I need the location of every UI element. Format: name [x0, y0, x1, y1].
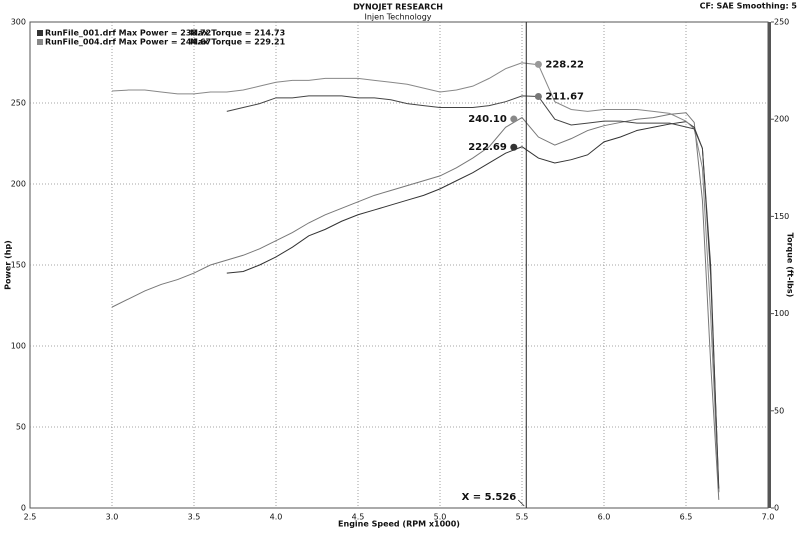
marker-label: 228.22: [545, 59, 584, 70]
x-tick-label: 7.0: [762, 513, 775, 522]
x-tick-label: 5.0: [434, 513, 447, 522]
y-tick-label: 150: [11, 261, 26, 270]
legend-swatch: [37, 39, 43, 45]
series-line: [111, 112, 720, 500]
legend-label: RunFile_001.drf Max Power = 238.72: [45, 29, 211, 38]
x-tick-label: 4.5: [352, 513, 365, 522]
right-axis-bar: [768, 22, 771, 508]
legend-label: RunFile_004.drf Max Power = 244.67: [45, 38, 211, 47]
x-tick-label: 4.0: [270, 513, 283, 522]
series-line: [226, 121, 720, 492]
x-tick-label: 2.5: [24, 513, 37, 522]
marker: [534, 93, 542, 101]
y2-tick-label: 200: [774, 115, 789, 124]
x-tick-label: 6.0: [598, 513, 611, 522]
marker: [534, 60, 542, 68]
chart-title: DYNOJET RESEARCH: [353, 3, 443, 12]
series-line: [226, 95, 720, 489]
marker: [510, 115, 518, 123]
cursor-pointer: [518, 499, 525, 507]
y-tick-label: 300: [11, 18, 26, 27]
y-tick-label: 250: [11, 99, 26, 108]
marker: [510, 143, 518, 151]
y2-tick-label: 0: [774, 504, 779, 513]
cursor-label: X = 5.526: [462, 492, 517, 503]
y2-tick-label: 50: [774, 406, 784, 415]
y-tick-label: 100: [11, 342, 26, 351]
marker-label: 240.10: [468, 114, 507, 125]
y2-tick-label: 250: [774, 18, 789, 27]
x-tick-label: 6.5: [680, 513, 693, 522]
legend-torque-label: Max Torque = 229.21: [190, 38, 286, 47]
x-tick-label: 5.5: [516, 513, 529, 522]
y2-axis-label: Torque (ft-lbs): [786, 233, 795, 298]
legend-torque-label: Max Torque = 214.73: [190, 29, 285, 38]
y2-tick-label: 150: [774, 212, 789, 221]
y2-tick-label: 100: [774, 309, 789, 318]
y-tick-label: 200: [11, 180, 26, 189]
series-line: [111, 62, 720, 493]
x-tick-label: 3.0: [106, 513, 119, 522]
y-tick-label: 50: [16, 423, 26, 432]
marker-label: 211.67: [545, 92, 584, 103]
chart-subtitle: Injen Technology: [365, 13, 432, 22]
y-axis-label: Power (hp): [4, 240, 13, 290]
x-axis-label: Engine Speed (RPM x1000): [338, 520, 460, 529]
marker-label: 222.69: [468, 142, 507, 153]
x-tick-label: 3.5: [188, 513, 201, 522]
legend-swatch: [37, 30, 43, 36]
y-tick-label: 0: [21, 504, 26, 513]
settings-label: CF: SAE Smoothing: 5: [700, 2, 798, 11]
